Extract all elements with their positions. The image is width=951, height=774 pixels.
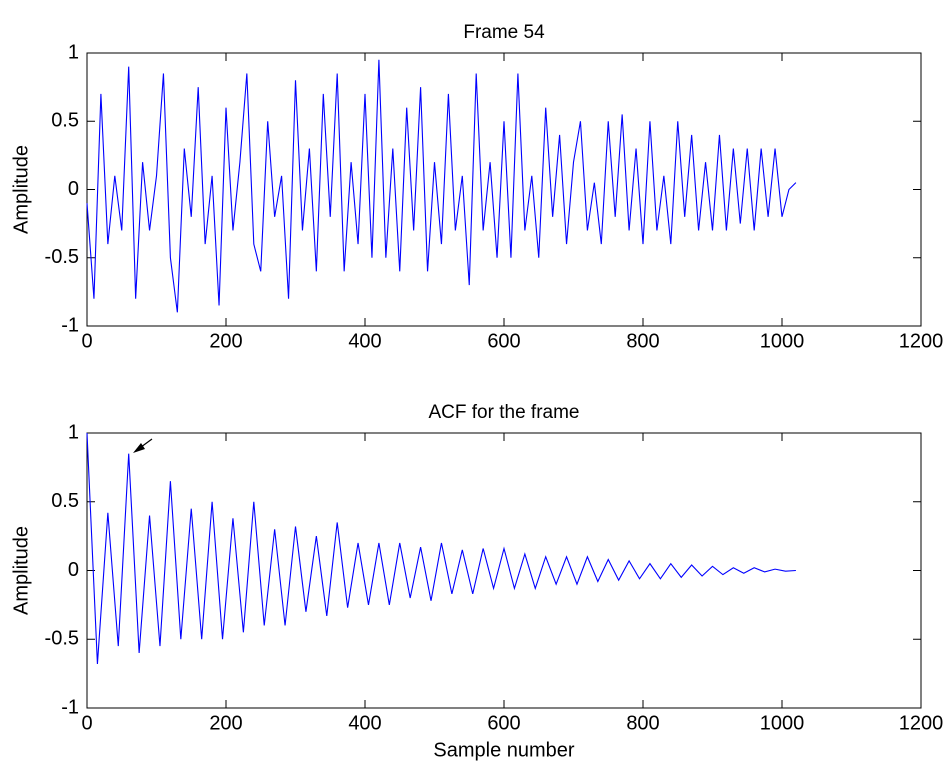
y-tick-label: 1 bbox=[68, 41, 79, 63]
x-tick-label: 1200 bbox=[899, 712, 944, 734]
y-axis-label: Amplitude bbox=[10, 526, 32, 615]
x-tick-label: 1000 bbox=[760, 712, 805, 734]
y-tick-label: 0.5 bbox=[51, 490, 79, 512]
x-tick-label: 200 bbox=[209, 712, 242, 734]
signal-line bbox=[86, 432, 796, 665]
x-tick-label: 0 bbox=[81, 330, 92, 352]
x-tick-label: 600 bbox=[487, 330, 520, 352]
y-tick-label: -1 bbox=[61, 696, 79, 718]
x-tick-label: 1000 bbox=[760, 330, 805, 352]
x-tick-label: 600 bbox=[487, 712, 520, 734]
x-axis-label: Sample number bbox=[433, 739, 575, 761]
y-tick-label: 0.5 bbox=[51, 110, 79, 132]
x-tick-label: 400 bbox=[348, 330, 381, 352]
x-tick-label: 400 bbox=[348, 712, 381, 734]
x-tick-label: 800 bbox=[626, 330, 659, 352]
y-tick-label: -0.5 bbox=[45, 628, 79, 650]
y-tick-label: 0 bbox=[68, 178, 79, 200]
x-tick-label: 200 bbox=[209, 330, 242, 352]
y-tick-label: -1 bbox=[61, 314, 79, 336]
chart-title: ACF for the frame bbox=[429, 402, 580, 423]
chart-title: Frame 54 bbox=[463, 22, 545, 43]
arrow-annotation bbox=[133, 438, 153, 453]
signal-line bbox=[86, 59, 797, 313]
y-tick-label: 0 bbox=[68, 559, 79, 581]
x-tick-label: 1200 bbox=[899, 330, 944, 352]
y-tick-label: 1 bbox=[68, 421, 79, 443]
x-tick-label: 800 bbox=[626, 712, 659, 734]
y-tick-label: -0.5 bbox=[45, 246, 79, 268]
x-tick-label: 0 bbox=[81, 712, 92, 734]
y-axis-label: Amplitude bbox=[10, 145, 32, 234]
axes-box bbox=[86, 52, 922, 327]
